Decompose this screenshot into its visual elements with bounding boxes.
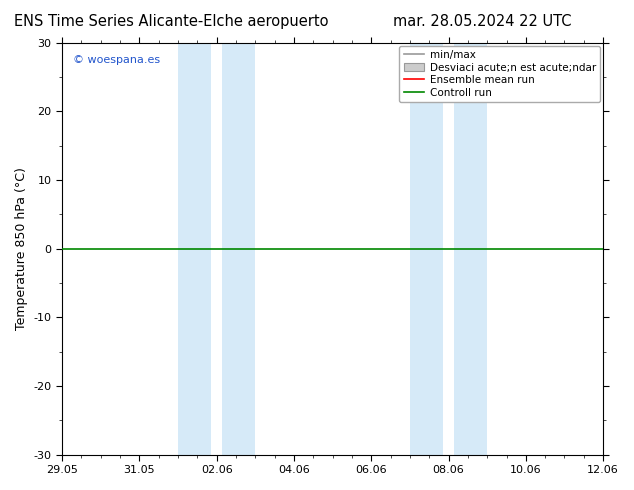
Text: ENS Time Series Alicante-Elche aeropuerto: ENS Time Series Alicante-Elche aeropuert… xyxy=(14,14,328,29)
Text: mar. 28.05.2024 22 UTC: mar. 28.05.2024 22 UTC xyxy=(392,14,571,29)
Legend: min/max, Desviaci acute;n est acute;ndar, Ensemble mean run, Controll run: min/max, Desviaci acute;n est acute;ndar… xyxy=(399,46,600,102)
Y-axis label: Temperature 850 hPa (°C): Temperature 850 hPa (°C) xyxy=(15,167,28,330)
Bar xyxy=(455,43,487,455)
Bar xyxy=(178,43,211,455)
Text: © woespana.es: © woespana.es xyxy=(73,55,160,65)
Bar xyxy=(410,43,443,455)
Bar xyxy=(223,43,256,455)
